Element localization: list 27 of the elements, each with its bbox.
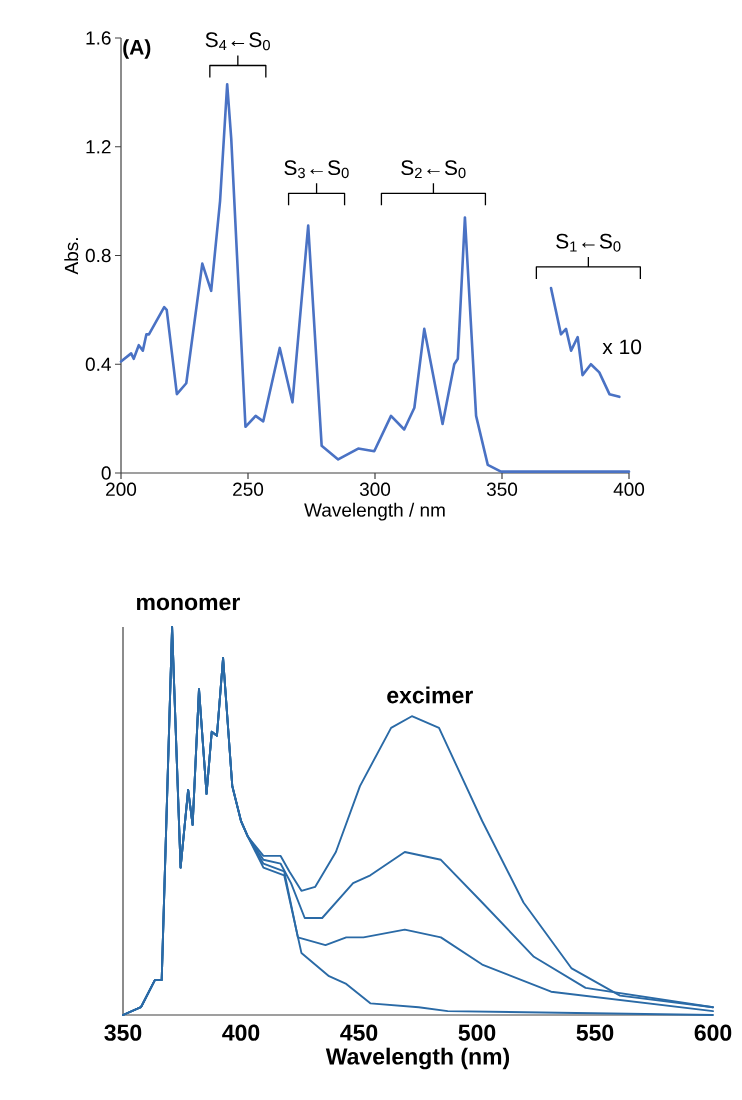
y-tick-label: 0.4 [85, 357, 111, 371]
x-tick-label: 300 [359, 482, 391, 496]
y-tick-label: 0 [101, 466, 111, 480]
annotation: excimer [387, 686, 473, 704]
text: monomer [137, 597, 240, 611]
x-tick-label: 350 [486, 482, 518, 496]
annotation: S$_{3}$←S$_{0}$ [284, 160, 349, 179]
x-tick-label: 550 [576, 1024, 614, 1041]
x-tick-label: 250 [233, 482, 264, 496]
x-axis-title: Wavelength (nm) [325, 1047, 510, 1070]
x-axis-title: Wavelength / nm [304, 502, 445, 521]
y-axis-title: Abs. [64, 238, 79, 275]
x-tick-label: 500 [458, 1024, 496, 1041]
annotation: x 10 [602, 339, 642, 355]
x-tick-label: 600 [694, 1024, 732, 1041]
annotation: (A) [123, 39, 151, 59]
x-tick-label: 400 [613, 482, 645, 496]
annotation: S$_{1}$←S$_{0}$ [556, 233, 621, 252]
x-tick-label: 450 [340, 1024, 378, 1041]
x-tick-label: 400 [222, 1024, 260, 1041]
y-tick-label: 0.8 [85, 248, 111, 263]
annotation: S$_{4}$←S$_{0}$ [205, 32, 270, 51]
y-tick-label: 1.2 [86, 140, 111, 154]
y-tick-label: 1.6 [86, 31, 111, 45]
x-tick-label: 350 [104, 1024, 142, 1041]
x-tick-label: 200 [106, 482, 137, 496]
annotation: S$_{2}$←S$_{0}$ [401, 160, 466, 179]
